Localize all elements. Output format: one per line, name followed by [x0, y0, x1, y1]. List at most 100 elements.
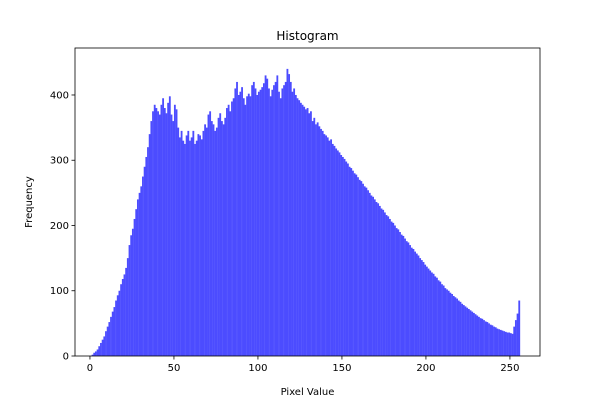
histogram-bar — [313, 117, 316, 356]
histogram-bar — [474, 314, 477, 356]
histogram-bar — [199, 135, 201, 356]
histogram-bar — [441, 284, 443, 356]
histogram-bar — [467, 309, 470, 356]
histogram-bar — [278, 91, 280, 356]
histogram-bar — [192, 130, 195, 356]
histogram-bar — [140, 186, 143, 356]
histogram-bar — [459, 301, 462, 356]
histogram-bar — [281, 88, 284, 356]
histogram-bar — [352, 170, 354, 356]
histogram-bar — [412, 248, 415, 356]
histogram-bar — [143, 166, 146, 356]
histogram-bar — [158, 114, 161, 356]
histogram-bar — [323, 134, 326, 356]
histogram-bar — [343, 158, 346, 356]
y-axis-title: Frequency — [24, 176, 35, 228]
histogram-bar — [244, 104, 247, 357]
histogram-bar — [405, 241, 408, 356]
histogram-bar — [503, 331, 506, 356]
histogram-bar — [457, 300, 460, 356]
histogram-bar — [256, 94, 259, 357]
histogram-bar — [271, 89, 274, 357]
histogram-bar — [145, 156, 148, 356]
histogram-bar — [326, 137, 329, 356]
histogram-bar — [385, 215, 388, 356]
histogram-bar — [269, 96, 272, 356]
histogram-bar — [190, 137, 193, 356]
histogram-bar — [469, 310, 472, 356]
histogram-bar — [414, 251, 417, 356]
histogram-bar — [335, 148, 338, 356]
y-tick-label: 300 — [50, 156, 69, 167]
histogram-bar — [488, 323, 490, 356]
histogram-bar — [390, 221, 393, 356]
histogram-bar — [293, 88, 296, 356]
histogram-bar — [513, 326, 516, 356]
histogram-bar — [178, 137, 181, 356]
histogram-bar — [288, 74, 291, 357]
histogram-bar — [498, 329, 501, 356]
histogram-bar — [170, 114, 173, 356]
x-axis-title: Pixel Value — [281, 387, 335, 398]
histogram-bar — [296, 98, 299, 357]
histogram-bar — [430, 272, 433, 356]
histogram-bar — [346, 163, 349, 356]
histogram-bar — [100, 342, 102, 356]
histogram-bar — [321, 130, 324, 356]
histogram-bar — [173, 104, 176, 357]
histogram-bar — [167, 102, 170, 356]
histogram-bar — [360, 181, 363, 356]
histogram-bar — [340, 155, 343, 356]
histogram-bar — [246, 96, 249, 356]
histogram-bar — [489, 324, 492, 356]
histogram-bar — [207, 114, 210, 356]
histogram-bar — [427, 268, 430, 356]
histogram-bar — [461, 303, 464, 356]
x-tick-label: 50 — [168, 363, 181, 374]
histogram-bar — [242, 98, 245, 357]
histogram-bar — [131, 228, 134, 356]
histogram-bar — [304, 109, 307, 356]
histogram-bar — [373, 199, 376, 356]
histogram-bar — [168, 96, 171, 356]
histogram-bar — [150, 121, 153, 356]
histogram-bar — [493, 326, 495, 356]
histogram-bar — [286, 68, 289, 357]
histogram-bar — [257, 91, 260, 356]
histogram-bar — [91, 354, 94, 356]
histogram-bar — [184, 143, 186, 356]
y-tick-label: 200 — [50, 221, 69, 232]
histogram-bar — [310, 111, 312, 357]
histogram-bar — [185, 135, 188, 356]
plot-frame — [74, 47, 541, 357]
histogram-bar — [341, 156, 344, 356]
histogram-bar — [506, 332, 509, 356]
histogram-bar — [444, 288, 447, 356]
histogram-bar — [410, 247, 413, 356]
histogram-bar — [291, 91, 294, 356]
histogram-bar — [336, 150, 339, 356]
histogram-bar — [392, 222, 395, 356]
histogram-bar — [111, 311, 114, 356]
histogram-bar — [125, 267, 128, 356]
histogram-bar — [504, 331, 507, 356]
histogram-bar — [231, 101, 233, 356]
histogram-bar — [378, 205, 381, 356]
histogram-bar — [419, 258, 422, 356]
histogram-bar — [509, 333, 512, 356]
histogram-bar — [153, 104, 156, 357]
histogram-bar — [420, 260, 423, 356]
histogram-bar — [397, 229, 400, 356]
histogram-bar — [202, 130, 205, 356]
histogram-bar — [501, 330, 504, 356]
histogram-bar — [264, 75, 267, 357]
histogram-bar — [363, 186, 366, 356]
histogram-bar — [110, 316, 112, 356]
histogram-bar — [471, 311, 474, 356]
histogram-bars — [91, 68, 521, 357]
histogram-bar — [237, 94, 240, 357]
histogram-bar — [415, 253, 418, 356]
histogram-bar — [303, 106, 306, 356]
histogram-bar — [409, 245, 411, 356]
histogram-bar — [496, 328, 499, 356]
